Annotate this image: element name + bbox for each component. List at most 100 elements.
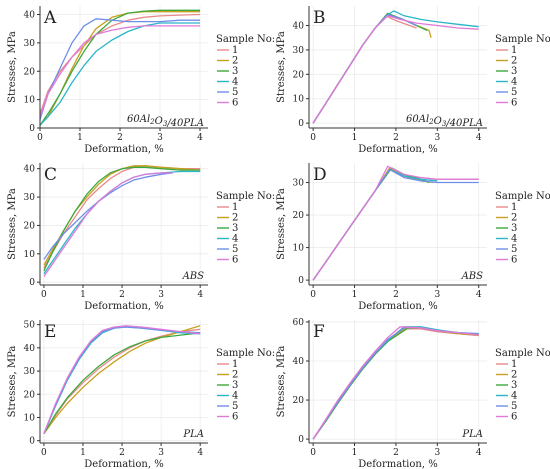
x-tick-label: 3 bbox=[434, 290, 440, 300]
y-tick-label: 30 bbox=[24, 39, 36, 49]
series-line-1 bbox=[43, 328, 201, 435]
y-tick-label: 20 bbox=[24, 67, 36, 77]
legend-label-3: 3 bbox=[511, 66, 517, 77]
legend-label-2: 2 bbox=[232, 56, 238, 67]
y-tick-label: 40 bbox=[24, 165, 36, 175]
y-tick-label: 20 bbox=[293, 70, 305, 80]
x-tick-label: 3 bbox=[158, 290, 164, 300]
y-tick-label: 40 bbox=[24, 11, 36, 21]
panel-letter: A bbox=[43, 8, 57, 28]
panel-letter: C bbox=[44, 165, 57, 185]
y-tick-label: 0 bbox=[298, 276, 304, 286]
legend-label-1: 1 bbox=[232, 45, 238, 56]
legend-label-3: 3 bbox=[232, 66, 238, 77]
x-tick-label: 1 bbox=[77, 133, 83, 143]
legend-label-6: 6 bbox=[511, 412, 517, 423]
series-line-5 bbox=[39, 18, 200, 120]
y-axis-title: Stresses, MPa bbox=[7, 346, 18, 418]
x-tick-label: 3 bbox=[157, 133, 163, 143]
legend-label-3: 3 bbox=[511, 223, 517, 234]
y-tick-label: 60 bbox=[293, 318, 305, 328]
y-tick-label: 10 bbox=[24, 413, 36, 423]
panel-annotation: PLA bbox=[461, 429, 483, 440]
series-line-6 bbox=[43, 325, 201, 434]
series-line-1 bbox=[39, 13, 201, 115]
x-tick-label: 1 bbox=[80, 290, 86, 300]
y-tick-label: 10 bbox=[293, 244, 305, 254]
x-tick-label: 1 bbox=[352, 133, 358, 143]
legend-label-1: 1 bbox=[511, 45, 517, 56]
legend-label-4: 4 bbox=[511, 234, 517, 245]
series-lines bbox=[312, 165, 479, 281]
plot-area bbox=[40, 320, 208, 443]
x-tick-label: 0 bbox=[41, 448, 47, 458]
legend-label-3: 3 bbox=[232, 380, 238, 391]
x-tick-label: 1 bbox=[80, 448, 86, 458]
y-tick-label: 30 bbox=[293, 179, 305, 189]
panel-annotation: 60Al2O3/40PLA bbox=[406, 114, 483, 129]
series-line-3 bbox=[43, 166, 201, 272]
legend-label-5: 5 bbox=[511, 87, 517, 98]
panel-letter: F bbox=[313, 322, 325, 342]
panel-annotation: ABS bbox=[461, 271, 484, 282]
x-tick-label: 2 bbox=[393, 448, 399, 458]
legend-label-2: 2 bbox=[511, 213, 517, 224]
legend-label-5: 5 bbox=[232, 244, 238, 255]
legend-label-1: 1 bbox=[232, 359, 238, 370]
y-tick-label: 0 bbox=[29, 437, 35, 447]
legend-label-6: 6 bbox=[232, 98, 238, 109]
x-tick-label: 2 bbox=[393, 133, 399, 143]
legend-label-5: 5 bbox=[232, 87, 238, 98]
plot-area bbox=[309, 320, 487, 443]
x-axis-title: Deformation, % bbox=[84, 459, 163, 469]
series-lines bbox=[39, 9, 201, 126]
x-tick-label: 0 bbox=[310, 448, 316, 458]
x-tick-label: 0 bbox=[310, 290, 316, 300]
y-tick-label: 10 bbox=[24, 96, 36, 106]
panel-annotation: PLA bbox=[182, 429, 204, 440]
series-line-6 bbox=[312, 15, 479, 124]
y-tick-label: 30 bbox=[293, 46, 305, 56]
series-line-6 bbox=[312, 165, 479, 281]
y-tick-label: 0 bbox=[29, 124, 35, 134]
panel-letter: E bbox=[44, 322, 56, 342]
x-tick-label: 4 bbox=[197, 448, 203, 458]
series-lines bbox=[43, 325, 201, 435]
series-lines bbox=[312, 10, 479, 124]
y-tick-label: 0 bbox=[29, 278, 35, 288]
legend-label-5: 5 bbox=[511, 244, 517, 255]
series-line-4 bbox=[39, 22, 200, 126]
x-axis-title: Deformation, % bbox=[84, 144, 163, 155]
legend-label-3: 3 bbox=[232, 223, 238, 234]
x-tick-label: 0 bbox=[41, 290, 47, 300]
legend-label-1: 1 bbox=[511, 202, 517, 213]
y-axis-title: Stresses, MPa bbox=[276, 188, 287, 260]
y-axis-title: Stresses, MPa bbox=[276, 346, 287, 418]
x-tick-label: 2 bbox=[119, 448, 125, 458]
x-tick-label: 2 bbox=[119, 290, 125, 300]
series-line-6 bbox=[43, 172, 173, 277]
x-tick-label: 2 bbox=[117, 133, 123, 143]
legend-label-4: 4 bbox=[511, 391, 517, 402]
legend-title: Sample No: bbox=[495, 191, 550, 202]
x-tick-label: 4 bbox=[197, 290, 203, 300]
y-tick-label: 20 bbox=[293, 211, 305, 221]
x-tick-label: 4 bbox=[476, 133, 482, 143]
legend-label-1: 1 bbox=[232, 202, 238, 213]
x-axis-title: Deformation, % bbox=[358, 459, 437, 469]
gridlines bbox=[309, 320, 487, 443]
legend-title: Sample No: bbox=[495, 34, 550, 45]
series-lines bbox=[312, 326, 479, 440]
y-tick-label: 40 bbox=[24, 344, 36, 354]
x-tick-label: 1 bbox=[352, 448, 358, 458]
panel-letter: B bbox=[313, 8, 326, 28]
